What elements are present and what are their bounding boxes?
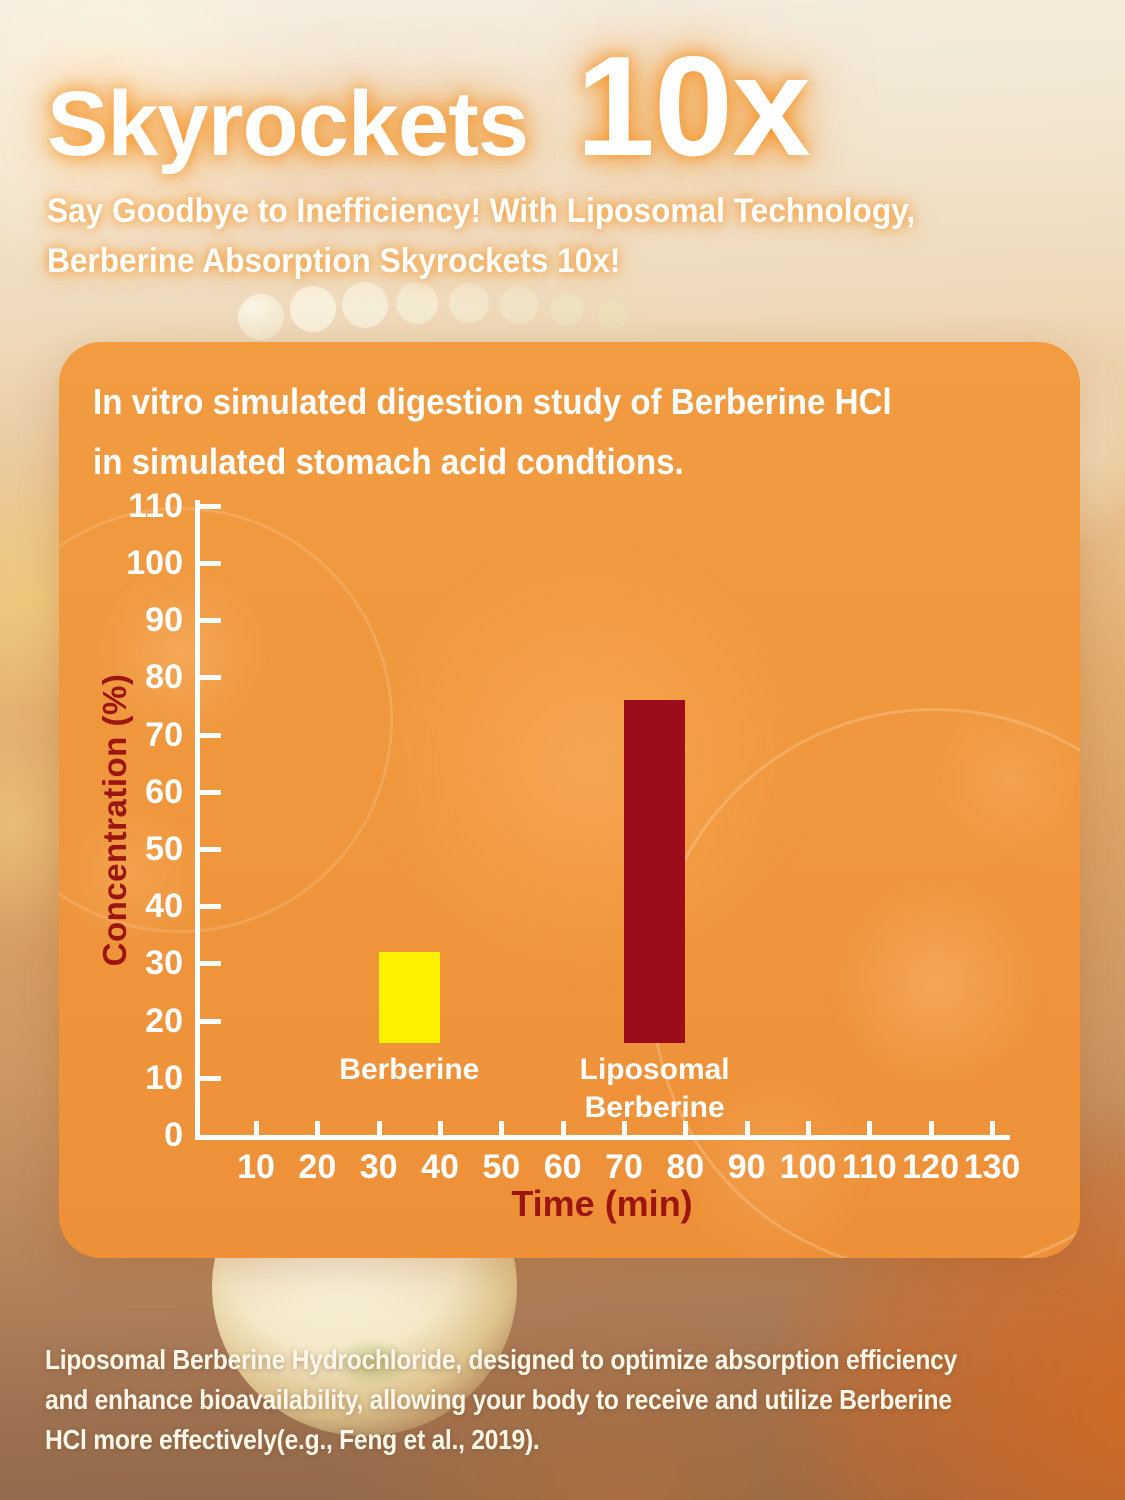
y-tick — [195, 961, 221, 967]
y-tick-label: 0 — [164, 1116, 183, 1154]
x-tick-label: 90 — [727, 1148, 766, 1186]
x-tick-label: 120 — [902, 1148, 959, 1186]
x-tick — [989, 1121, 995, 1135]
x-tick — [805, 1121, 811, 1135]
x-tick-label: 20 — [298, 1148, 337, 1186]
panel-liposome-decoration — [59, 342, 1080, 1258]
subtitle-line-1: Say Goodbye to Inefficiency! With Liposo… — [47, 192, 916, 230]
footer-paragraph: Liposomal Berberine Hydrochloride, desig… — [45, 1340, 1081, 1460]
y-tick-label: 10 — [145, 1058, 183, 1097]
y-tick — [195, 618, 221, 624]
y-tick-label: 60 — [145, 772, 183, 811]
bar-label: Berberine — [339, 1053, 480, 1087]
y-tick-label: 50 — [145, 830, 183, 868]
y-tick-label: 70 — [145, 715, 183, 754]
y-tick-label: 100 — [126, 544, 183, 582]
y-axis-line — [195, 500, 200, 1140]
x-tick-label: 130 — [963, 1148, 1021, 1186]
footer-line-2: and enhance bioavailability, allowing yo… — [45, 1384, 952, 1415]
subtitle: Say Goodbye to Inefficiency! With Liposo… — [47, 186, 981, 286]
y-tick — [195, 732, 221, 738]
footer-line-1: Liposomal Berberine Hydrochloride, desig… — [45, 1344, 958, 1375]
x-tick — [621, 1121, 627, 1135]
y-tick-label: 80 — [145, 658, 183, 697]
x-axis-line — [195, 1135, 1010, 1140]
y-tick-label: 20 — [145, 1001, 183, 1040]
title-text: Skyrockets — [47, 73, 529, 175]
x-tick — [376, 1121, 382, 1135]
bar-berberine — [378, 951, 440, 1044]
y-tick-label: 90 — [145, 601, 183, 640]
y-tick — [195, 789, 221, 795]
y-tick — [195, 561, 221, 566]
bar-liposomal-berberine — [623, 700, 686, 1044]
y-tick — [195, 847, 221, 852]
x-tick — [560, 1121, 566, 1135]
bar-label: Liposomal Berberine — [579, 1053, 730, 1125]
x-tick-label: 70 — [605, 1148, 643, 1186]
title-multiplier: 10x — [576, 27, 811, 186]
x-tick — [315, 1121, 321, 1135]
x-tick-label: 60 — [543, 1148, 582, 1186]
x-tick-label: 40 — [421, 1148, 459, 1186]
page-title: Skyrockets 10x — [47, 27, 811, 186]
x-axis-title: Time (min) — [511, 1183, 693, 1224]
y-tick — [195, 1075, 221, 1081]
x-tick-label: 110 — [841, 1148, 897, 1186]
x-tick-label: 10 — [237, 1148, 275, 1186]
y-tick — [195, 904, 221, 910]
x-tick — [928, 1121, 934, 1135]
chart-title-line-1: In vitro simulated digestion study of Be… — [93, 381, 892, 422]
x-tick-label: 30 — [359, 1148, 398, 1186]
subtitle-line-2: Berberine Absorption Skyrockets 10x! — [47, 242, 621, 280]
y-tick-label: 110 — [128, 486, 183, 525]
y-tick-label: 40 — [145, 887, 183, 926]
x-tick — [254, 1121, 259, 1135]
x-tick — [499, 1121, 505, 1135]
liposome-bubble-arc-decoration — [238, 294, 284, 340]
x-tick-label: 50 — [482, 1148, 521, 1186]
y-tick — [195, 675, 221, 681]
y-tick — [195, 1018, 221, 1024]
x-tick-label: 100 — [779, 1148, 837, 1186]
x-tick-label: 80 — [666, 1148, 705, 1186]
chart-title: In vitro simulated digestion study of Be… — [93, 372, 961, 492]
x-tick — [683, 1121, 689, 1135]
chart-title-line-2: in simulated stomach acid condtions. — [93, 441, 684, 482]
y-tick — [195, 503, 221, 509]
x-tick — [437, 1121, 443, 1135]
x-tick — [867, 1121, 873, 1135]
y-tick-label: 30 — [145, 944, 183, 983]
chart-panel: In vitro simulated digestion study of Be… — [59, 342, 1080, 1258]
x-tick — [744, 1121, 750, 1135]
footer-line-3: HCl more effectively(e.g., Feng et al., … — [45, 1424, 540, 1455]
